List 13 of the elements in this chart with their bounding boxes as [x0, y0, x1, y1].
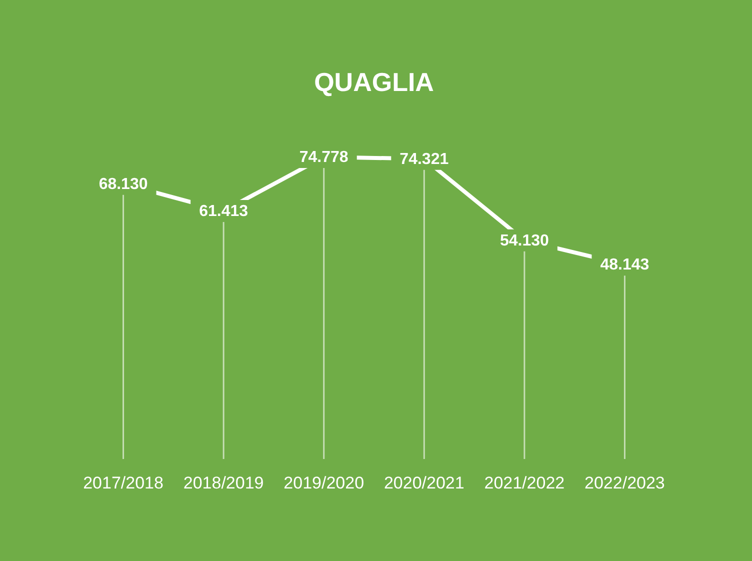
- x-tick-label: 2017/2018: [83, 474, 164, 492]
- x-tick-label: 2022/2023: [584, 474, 665, 492]
- data-label: 61.413: [199, 202, 248, 220]
- data-label: 54.130: [500, 232, 549, 250]
- data-label: 74.778: [299, 149, 348, 166]
- chart-title: QUAGLIA: [314, 67, 434, 97]
- x-tick-label: 2020/2021: [384, 474, 464, 492]
- data-label: 74.321: [400, 150, 449, 168]
- data-label: 48.143: [600, 256, 650, 274]
- x-tick-label: 2019/2020: [284, 474, 364, 492]
- x-tick-label: 2021/2022: [484, 474, 565, 492]
- data-label: 68.130: [98, 176, 148, 193]
- x-tick-label: 2018/2019: [183, 474, 264, 492]
